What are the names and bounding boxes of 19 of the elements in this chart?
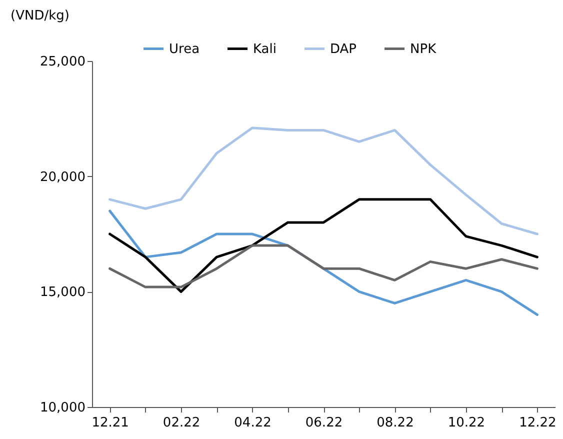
legend-label: Kali (253, 42, 276, 57)
y-tick-label: 25,000 (40, 54, 86, 70)
x-tick-label: 02.22 (162, 416, 200, 430)
x-tick-label: 06.22 (305, 416, 343, 430)
y-tick-label: 10,000 (40, 400, 86, 416)
line-series (108, 244, 538, 288)
y-tick-label: 20,000 (40, 170, 86, 185)
line-series (108, 126, 538, 236)
x-tick-label: 04.22 (234, 416, 272, 430)
legend-label: NPK (410, 42, 437, 57)
x-tick-label: 12.22 (519, 416, 556, 430)
line-series (108, 198, 538, 293)
x-tick-label: 10.22 (448, 416, 486, 430)
x-tick-label: 08.22 (376, 416, 414, 430)
legend-label: DAP (330, 42, 357, 57)
x-tick-label: 12.21 (92, 416, 129, 430)
y-tick-label: 15,000 (40, 285, 86, 300)
legend-label: Urea (169, 42, 200, 57)
y-axis-title: (VND/kg) (10, 8, 70, 24)
